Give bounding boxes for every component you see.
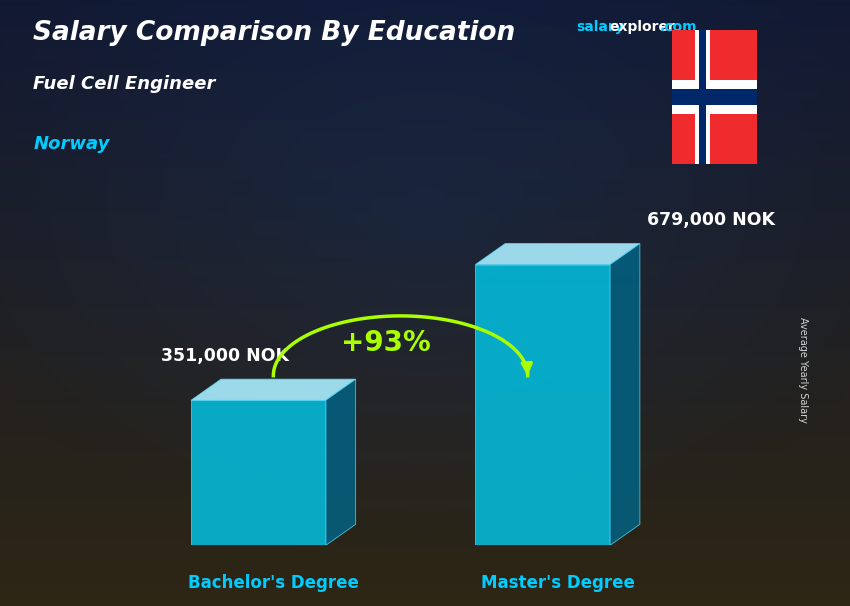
Polygon shape (610, 244, 640, 545)
Text: +93%: +93% (341, 329, 430, 357)
FancyArrowPatch shape (523, 362, 531, 375)
Polygon shape (326, 379, 355, 545)
Text: 679,000 NOK: 679,000 NOK (648, 211, 775, 230)
Text: Norway: Norway (33, 135, 110, 153)
Text: .com: .com (660, 20, 697, 34)
Text: 351,000 NOK: 351,000 NOK (162, 347, 289, 365)
Text: salary: salary (576, 20, 624, 34)
Polygon shape (475, 265, 610, 545)
Polygon shape (191, 379, 355, 400)
Bar (699, 30, 706, 164)
Polygon shape (191, 400, 326, 545)
Polygon shape (672, 30, 756, 164)
Polygon shape (475, 244, 640, 265)
Bar (672, 88, 756, 105)
Text: Master's Degree: Master's Degree (480, 573, 635, 591)
Text: Salary Comparison By Education: Salary Comparison By Education (33, 20, 516, 46)
Text: explorer: explorer (609, 20, 675, 34)
Bar (672, 81, 756, 114)
Text: Bachelor's Degree: Bachelor's Degree (188, 573, 359, 591)
Bar (694, 30, 710, 164)
Text: Fuel Cell Engineer: Fuel Cell Engineer (33, 75, 216, 93)
Text: Average Yearly Salary: Average Yearly Salary (798, 317, 808, 422)
